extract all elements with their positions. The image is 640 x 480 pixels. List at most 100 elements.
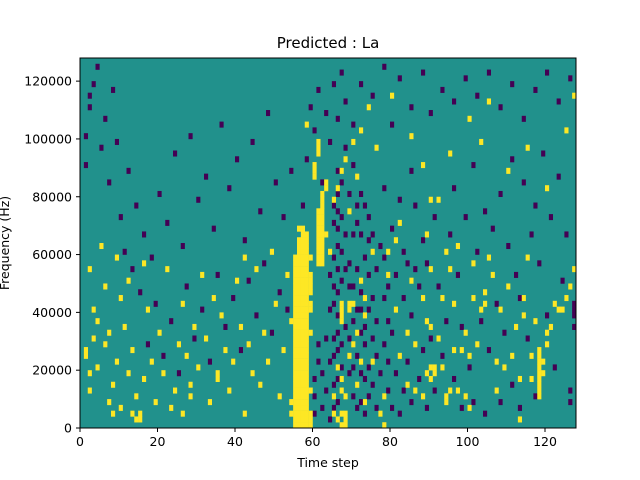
heatmap-cell-high — [393, 237, 399, 244]
heatmap-cell-low — [339, 179, 344, 186]
heatmap-cell-low — [459, 323, 464, 330]
heatmap-cell-low — [196, 196, 201, 203]
heatmap-cell-high — [393, 306, 399, 313]
heatmap-cell-low — [521, 115, 526, 122]
heatmap-cell-high — [293, 323, 298, 330]
heatmap-cell-high — [293, 416, 298, 423]
heatmap-cell-low — [324, 387, 329, 394]
heatmap-cell-high — [297, 387, 302, 394]
heatmap-cell-high — [293, 306, 298, 313]
heatmap-cell-low — [556, 98, 561, 105]
heatmap-cell-low — [312, 127, 317, 134]
heatmap-cell-high — [374, 144, 379, 151]
heatmap-cell-low — [510, 156, 515, 163]
y-axis-label: Frequency (Hz) — [0, 196, 12, 290]
heatmap-cell-high — [258, 381, 263, 388]
heatmap-cell-low — [409, 399, 414, 406]
heatmap-cell-low — [355, 202, 360, 209]
heatmap-cell-high — [297, 277, 302, 284]
heatmap-cell-low — [328, 306, 333, 313]
heatmap-cell-high — [351, 341, 356, 348]
heatmap-cell-high — [304, 393, 309, 400]
heatmap-cell-high — [297, 416, 302, 423]
heatmap-cell-high — [537, 347, 542, 354]
heatmap-cell-low — [273, 179, 278, 186]
heatmap-cell-low — [83, 133, 89, 140]
heatmap-cell-high — [157, 329, 162, 336]
heatmap-cell-low — [572, 300, 577, 307]
heatmap-cell-low — [231, 295, 236, 302]
heatmap-cell-low — [355, 306, 360, 313]
heatmap-cell-low — [355, 352, 360, 359]
y-tick-label: 20000 — [32, 363, 72, 378]
heatmap-cell-low — [285, 306, 290, 313]
heatmap-cell-low — [525, 335, 530, 342]
heatmap-cell-high — [192, 323, 197, 330]
heatmap-cell-high — [293, 300, 298, 307]
heatmap-cell-high — [467, 115, 472, 122]
heatmap-cell-high — [103, 283, 108, 290]
heatmap-cell-low — [258, 208, 263, 215]
heatmap-cell-low — [269, 329, 275, 336]
heatmap-cell-high — [300, 248, 306, 255]
heatmap-cell-high — [297, 266, 302, 273]
heatmap-cell-high — [297, 237, 302, 244]
heatmap-cell-high — [537, 381, 542, 388]
heatmap-cell-low — [529, 231, 534, 238]
heatmap-cell-high — [293, 393, 298, 400]
heatmap-cell-high — [537, 364, 542, 371]
heatmap-cell-low — [246, 277, 251, 284]
heatmap-cell-high — [289, 399, 294, 406]
heatmap-cell-high — [300, 318, 306, 325]
heatmap-cell-high — [297, 375, 302, 382]
heatmap-cell-high — [304, 237, 309, 244]
heatmap-cell-high — [188, 381, 193, 388]
y-tick-label: 120000 — [24, 74, 72, 89]
heatmap-cell-high — [300, 335, 306, 342]
heatmap-cell-low — [335, 225, 340, 232]
heatmap-cell-high — [316, 219, 321, 226]
heatmap-cell-high — [308, 387, 313, 394]
heatmap-cell-low — [374, 266, 379, 273]
heatmap-cell-low — [506, 243, 511, 250]
heatmap-cell-high — [266, 358, 271, 365]
heatmap-cell-high — [347, 306, 352, 313]
heatmap-cell-low — [114, 138, 120, 145]
heatmap-cell-low — [366, 393, 371, 400]
heatmap-cell-low — [568, 399, 573, 406]
heatmap-cell-high — [316, 243, 321, 250]
heatmap-cell-high — [297, 306, 302, 313]
heatmap-cell-high — [300, 393, 306, 400]
heatmap-cell-high — [316, 138, 321, 145]
heatmap-cell-high — [111, 410, 116, 417]
heatmap-cell-high — [320, 231, 325, 238]
y-tick-label: 0 — [64, 421, 72, 436]
heatmap-cell-high — [246, 341, 251, 348]
heatmap-cell-high — [444, 399, 449, 406]
heatmap-cell-high — [297, 312, 302, 319]
heatmap-cell-high — [328, 248, 333, 255]
heatmap-cell-high — [316, 144, 321, 151]
heatmap-cell-low — [479, 318, 484, 325]
heatmap-cell-high — [300, 243, 306, 250]
heatmap-cell-high — [300, 399, 306, 406]
heatmap-cell-low — [339, 277, 344, 284]
heatmap-cell-high — [130, 410, 135, 417]
heatmap-background — [80, 58, 576, 428]
heatmap-cell-high — [502, 364, 507, 371]
heatmap-cell-high — [114, 254, 120, 261]
heatmap-cell-high — [111, 381, 116, 388]
heatmap-cell-low — [417, 283, 422, 290]
heatmap-cell-high — [293, 399, 298, 406]
heatmap-cell-low — [331, 404, 337, 411]
heatmap-cell-low — [161, 352, 166, 359]
heatmap-cell-high — [242, 254, 247, 261]
heatmap-cell-high — [316, 214, 321, 221]
heatmap-cell-high — [448, 387, 453, 394]
heatmap-cell-high — [498, 306, 503, 313]
heatmap-cell-high — [467, 404, 472, 411]
heatmap-cell-high — [320, 196, 325, 203]
heatmap-cell-high — [428, 364, 433, 371]
heatmap-cell-high — [525, 144, 530, 151]
heatmap-cell-high — [293, 289, 298, 296]
